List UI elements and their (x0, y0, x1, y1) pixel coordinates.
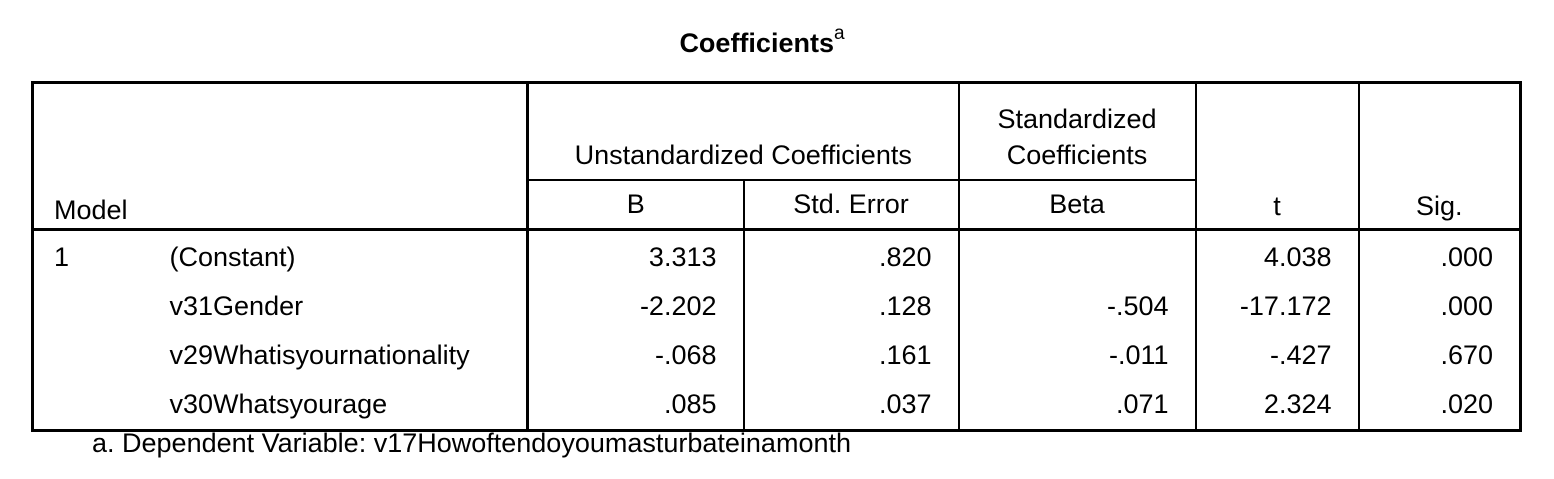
cell-beta: -.011 (957, 331, 1196, 380)
header-standardized-line2: Coefficients (1006, 140, 1148, 170)
header-standardized-coefficients: Standardized Coefficients (957, 82, 1196, 181)
cell-t: -.427 (1194, 331, 1359, 380)
cell-variable: v31Gender (169, 291, 304, 321)
cell-b: -.068 (526, 331, 744, 380)
header-unstandardized-coefficients: Unstandardized Coefficients (526, 82, 959, 181)
table-row: 1 (Constant) 3.313 .820 4.038 .000 (33, 229, 1521, 282)
cell-b: .085 (526, 380, 744, 431)
cell-beta (957, 229, 1196, 282)
cell-beta: .071 (957, 380, 1196, 431)
header-b: B (526, 180, 744, 231)
cell-model: 1 (54, 242, 70, 272)
cell-t: 2.324 (1194, 380, 1359, 431)
table-row: v31Gender -2.202 .128 -.504 -17.172 .000 (33, 282, 1521, 331)
cell-sig: .000 (1357, 229, 1521, 282)
header-standardized-line1: Standardized (997, 104, 1157, 134)
cell-std-error: .128 (742, 282, 959, 331)
coefficients-table: Model Unstandardized Coefficients Standa… (31, 81, 1522, 432)
header-t: t (1194, 82, 1359, 231)
table-title-footnote-marker: a (833, 23, 845, 44)
footnote-dependent-variable: a. Dependent Variable: v17Howoftendoyoum… (92, 428, 851, 458)
cell-t: 4.038 (1194, 229, 1359, 282)
header-sig: Sig. (1357, 82, 1521, 231)
cell-std-error: .161 (742, 331, 959, 380)
cell-sig: .670 (1357, 331, 1521, 380)
cell-model (33, 380, 150, 431)
header-row-1: Model Unstandardized Coefficients Standa… (32, 82, 1521, 231)
cell-t: -17.172 (1194, 282, 1359, 331)
table-row: v29Whatisyournationality -.068 .161 -.01… (33, 331, 1521, 380)
cell-variable: v30Whatsyourage (169, 389, 388, 419)
header-row-2: B Std. Error Beta (33, 180, 1521, 231)
cell-variable: v29Whatisyournationality (169, 340, 470, 370)
cell-model (33, 331, 150, 380)
cell-std-error: .820 (742, 229, 959, 282)
cell-model (33, 282, 150, 331)
cell-sig: .020 (1357, 380, 1521, 431)
header-model: Model (32, 82, 528, 231)
table-row: v30Whatsyourage .085 .037 .071 2.324 .02… (33, 380, 1521, 431)
cell-std-error: .037 (742, 380, 959, 431)
cell-sig: .000 (1357, 282, 1521, 331)
header-beta: Beta (957, 180, 1196, 231)
cell-b: -2.202 (526, 282, 744, 331)
table-title-text: Coefficients (679, 28, 834, 58)
header-std-error: Std. Error (742, 180, 959, 231)
table-title: Coefficientsa (0, 23, 1524, 59)
cell-variable: (Constant) (169, 242, 296, 272)
cell-beta: -.504 (957, 282, 1196, 331)
cell-b: 3.313 (526, 229, 744, 282)
